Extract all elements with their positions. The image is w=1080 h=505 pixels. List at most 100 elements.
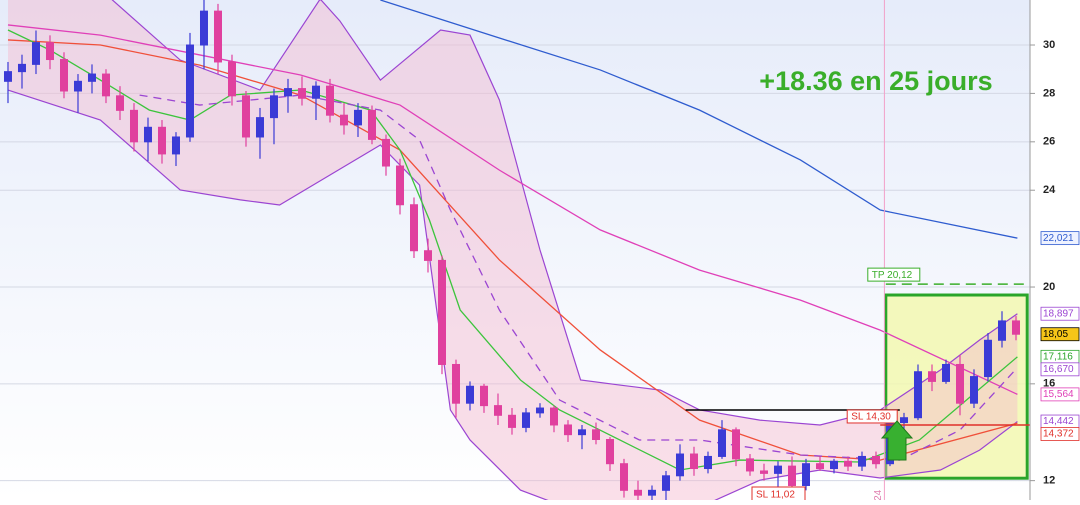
price-label-box bbox=[1040, 306, 1080, 321]
y-tick-label: 30 bbox=[1043, 39, 1055, 51]
candle-body bbox=[227, 61, 236, 97]
candle-body bbox=[269, 95, 278, 119]
candle-body bbox=[507, 414, 516, 428]
moving-average bbox=[7, 39, 1018, 461]
stop-loss-label: SL 11,02 bbox=[756, 490, 795, 500]
candle-body bbox=[17, 63, 26, 73]
y-tick-label: 26 bbox=[1043, 136, 1055, 148]
candle-body bbox=[815, 463, 824, 470]
band-lower bbox=[7, 89, 1018, 500]
candle-body bbox=[759, 470, 768, 474]
take-profit-label: TP 20,12 bbox=[872, 270, 913, 281]
price-label-box bbox=[1040, 387, 1080, 402]
candle-body bbox=[73, 80, 82, 92]
price-axis: 12 16 20 24 26 28 30 32 22,021 18,897 18,05 17,116 1… bbox=[1030, 0, 1080, 487]
candle-body bbox=[605, 438, 614, 465]
price-label: 22,021 bbox=[1043, 233, 1074, 244]
candle-body bbox=[1011, 320, 1020, 335]
candle-body bbox=[675, 453, 684, 477]
price-label-box bbox=[1040, 327, 1080, 342]
candle-body bbox=[465, 385, 474, 404]
candle-body bbox=[101, 73, 110, 97]
price-label: 18,897 bbox=[1043, 308, 1074, 319]
candle-body bbox=[423, 250, 432, 261]
candle-body bbox=[129, 109, 138, 143]
candle-body bbox=[745, 458, 754, 472]
candle-body bbox=[381, 138, 390, 167]
candle-body bbox=[577, 429, 586, 436]
price-label: 14,442 bbox=[1043, 416, 1074, 427]
stop-loss-box bbox=[751, 486, 806, 500]
candle-body bbox=[619, 463, 628, 491]
candle-body bbox=[829, 460, 838, 470]
candle-body bbox=[437, 259, 446, 365]
take-profit-box bbox=[867, 267, 921, 282]
candle-body bbox=[843, 460, 852, 467]
candle-body bbox=[661, 475, 670, 491]
candle-body bbox=[479, 385, 488, 407]
candle-body bbox=[213, 10, 222, 63]
price-label-box bbox=[1040, 362, 1080, 377]
candle-body bbox=[339, 114, 348, 126]
y-tick-label: 16 bbox=[1043, 378, 1055, 390]
price-label: 15,564 bbox=[1043, 389, 1074, 400]
candle-body bbox=[773, 465, 782, 474]
price-label-box bbox=[1040, 231, 1080, 246]
candle-body bbox=[927, 371, 936, 382]
candle-body bbox=[171, 136, 180, 155]
candle-body bbox=[395, 165, 404, 206]
candle-body bbox=[367, 109, 376, 140]
stop-loss-box bbox=[846, 409, 898, 424]
y-tick-label: 32 bbox=[1043, 0, 1055, 3]
candle-body bbox=[493, 405, 502, 416]
candle-body bbox=[941, 363, 950, 382]
y-tick-label: 12 bbox=[1043, 475, 1055, 487]
candle-body bbox=[689, 453, 698, 470]
arrow bbox=[880, 420, 914, 461]
candle-body bbox=[787, 465, 796, 486]
candle-body bbox=[913, 371, 922, 419]
candle-body bbox=[563, 424, 572, 436]
candle-body bbox=[241, 95, 250, 138]
moving-average bbox=[7, 29, 1018, 471]
candle-body bbox=[549, 407, 558, 426]
price-label: 16,670 bbox=[1043, 364, 1074, 375]
price-label: 18,05 bbox=[1043, 329, 1068, 340]
candle-body bbox=[199, 10, 208, 46]
y-tick-label: 24 bbox=[1043, 184, 1056, 196]
candle-body bbox=[451, 363, 460, 404]
y-tick-label: 28 bbox=[1043, 87, 1055, 99]
candle-body bbox=[255, 117, 264, 138]
candle-body bbox=[143, 126, 152, 143]
candle-body bbox=[115, 95, 124, 111]
price-label-box bbox=[1040, 427, 1080, 441]
stop-loss-label: SL 14,30 bbox=[851, 412, 891, 423]
candle-body bbox=[59, 59, 68, 92]
candle-body bbox=[353, 109, 362, 126]
candle-body bbox=[157, 126, 166, 155]
candle-body bbox=[717, 429, 726, 457]
candle-body bbox=[325, 85, 334, 116]
y-tick-label: 20 bbox=[1043, 281, 1055, 293]
candle-body bbox=[647, 489, 656, 496]
candle-body bbox=[857, 455, 866, 467]
moving-average bbox=[7, 24, 1018, 395]
candle-body bbox=[731, 429, 740, 460]
candle-body bbox=[983, 339, 992, 378]
candle-body bbox=[703, 455, 712, 470]
candle-body bbox=[997, 320, 1006, 341]
candle-body bbox=[969, 376, 978, 404]
candle-body bbox=[899, 417, 908, 424]
candle-body bbox=[31, 42, 40, 65]
candle-body bbox=[3, 71, 12, 82]
candle-body bbox=[185, 44, 194, 138]
candle-body bbox=[311, 85, 320, 99]
candle-body bbox=[45, 42, 54, 61]
price-label: 17,116 bbox=[1043, 351, 1073, 362]
candle-body bbox=[283, 88, 292, 97]
moving-average bbox=[380, 0, 1018, 239]
annotation: +18.36 en 25 jours bbox=[759, 66, 992, 96]
